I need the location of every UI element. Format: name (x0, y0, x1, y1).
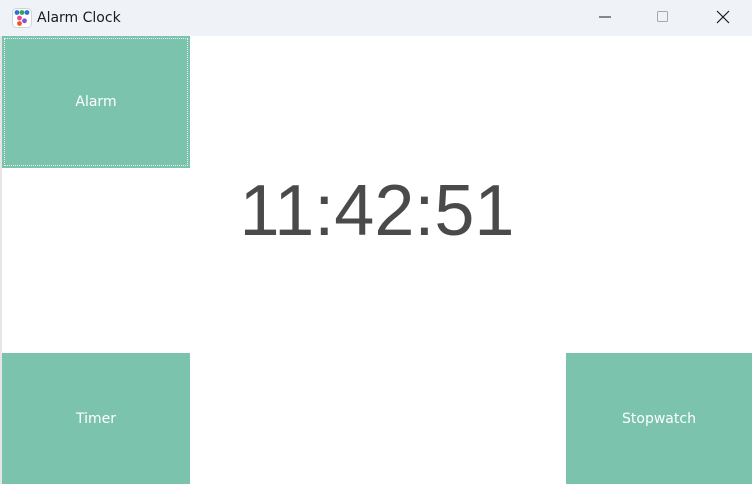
window-left-edge (0, 36, 2, 484)
minimize-icon (599, 16, 611, 18)
timer-button[interactable]: Timer (2, 353, 190, 484)
window-title: Alarm Clock (37, 10, 121, 26)
maximize-icon (657, 11, 668, 22)
clock-display: 11:42:51 (239, 171, 515, 251)
app-icon (12, 8, 32, 28)
close-icon (716, 10, 730, 24)
maximize-button[interactable] (634, 0, 692, 34)
alarm-button-label: Alarm (75, 94, 117, 110)
main-content: Alarm 11:42:51 Timer Stopwatch (2, 36, 752, 484)
minimize-button[interactable] (576, 0, 634, 34)
stopwatch-button-label: Stopwatch (622, 410, 696, 427)
title-bar[interactable]: Alarm Clock (0, 0, 752, 36)
close-button[interactable] (694, 0, 752, 34)
stopwatch-button[interactable]: Stopwatch (566, 353, 752, 484)
timer-button-label: Timer (75, 410, 117, 427)
alarm-button[interactable]: Alarm (2, 36, 190, 168)
